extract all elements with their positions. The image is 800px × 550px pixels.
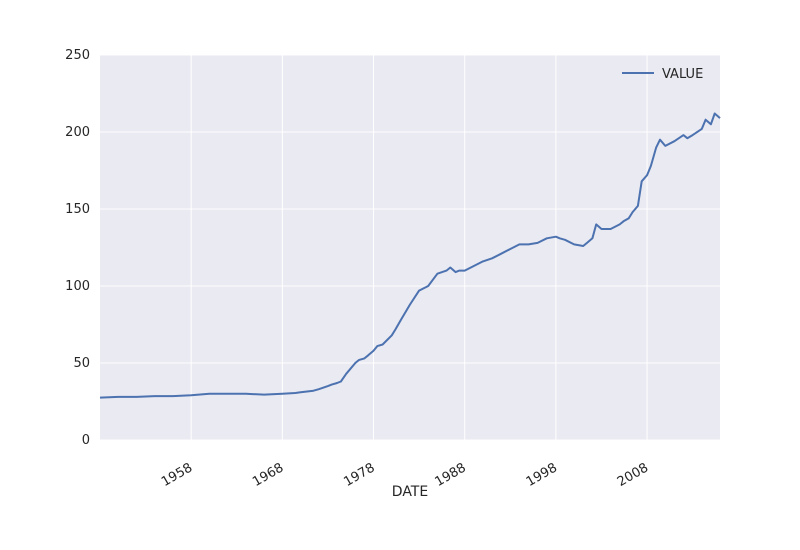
x-tick-label: 1998 xyxy=(524,460,560,490)
grid-lines xyxy=(100,54,720,441)
x-tick-label: 1988 xyxy=(433,460,469,490)
x-tick-label: 1978 xyxy=(341,460,377,490)
y-tick-label: 50 xyxy=(73,356,90,371)
x-axis-label: DATE xyxy=(392,484,428,500)
x-tick-label: 1958 xyxy=(159,460,195,490)
y-tick-labels: 0 50 100 150 200 250 xyxy=(65,48,90,448)
y-tick-label: 150 xyxy=(65,202,90,217)
y-tick-label: 250 xyxy=(65,48,90,63)
legend-label-value: VALUE xyxy=(662,67,703,82)
x-tick-label: 1968 xyxy=(250,460,286,490)
series-layer xyxy=(99,112,721,399)
series-line-value xyxy=(99,112,721,399)
y-tick-label: 200 xyxy=(65,125,90,140)
y-tick-label: 0 xyxy=(82,433,90,448)
y-tick-label: 100 xyxy=(65,279,90,294)
x-tick-label: 2008 xyxy=(615,460,651,490)
legend: VALUE xyxy=(622,67,703,82)
plot-area xyxy=(100,55,720,440)
